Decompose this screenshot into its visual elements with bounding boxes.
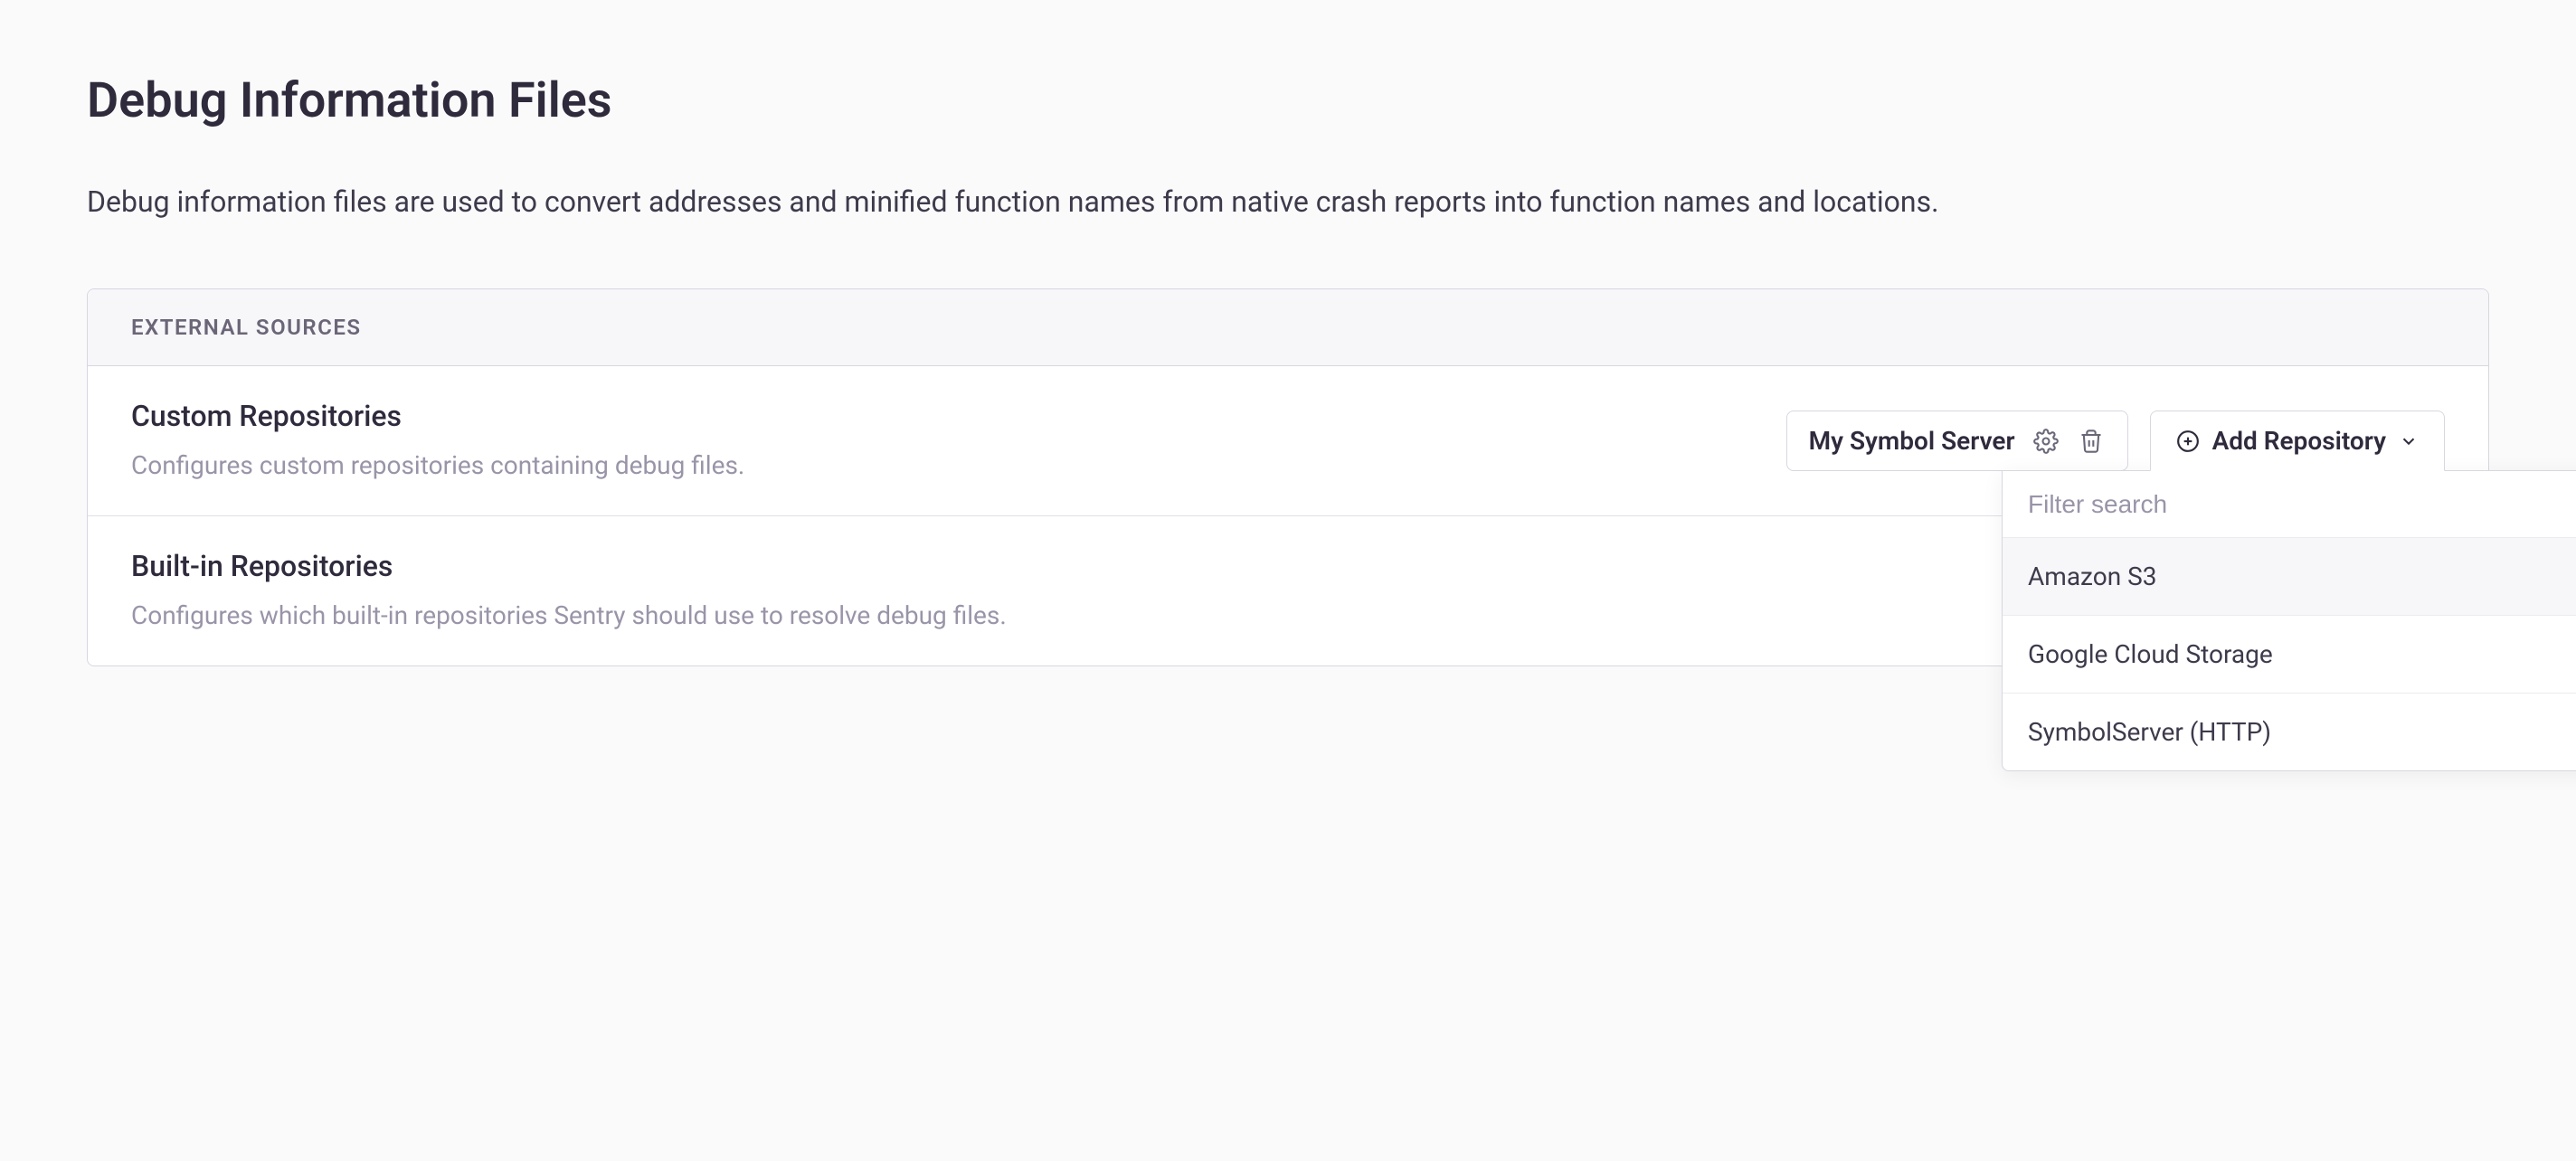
dropdown-search-wrap bbox=[2003, 471, 2576, 538]
dropdown-item-amazon-s3[interactable]: Amazon S3 bbox=[2003, 538, 2576, 616]
chevron-down-icon bbox=[2399, 431, 2419, 451]
add-repository-label: Add Repository bbox=[2212, 426, 2386, 456]
custom-repos-title: Custom Repositories bbox=[131, 399, 1786, 433]
custom-repos-subtitle: Configures custom repositories containin… bbox=[131, 448, 1217, 483]
panel-header: EXTERNAL SOURCES bbox=[88, 289, 2488, 366]
trash-icon[interactable] bbox=[2077, 427, 2106, 456]
custom-repositories-row: Custom Repositories Configures custom re… bbox=[88, 366, 2488, 516]
builtin-repos-subtitle: Configures which built-in repositories S… bbox=[131, 598, 1217, 633]
dropdown-item-symbolserver[interactable]: SymbolServer (HTTP) bbox=[2003, 694, 2576, 770]
filter-search-input[interactable] bbox=[2028, 490, 2576, 519]
page-description: Debug information files are used to conv… bbox=[87, 180, 2258, 223]
external-sources-panel: EXTERNAL SOURCES Custom Repositories Con… bbox=[87, 288, 2489, 666]
add-repository-dropdown: Amazon S3 Google Cloud Storage SymbolSer… bbox=[2002, 470, 2576, 771]
dropdown-item-gcs[interactable]: Google Cloud Storage bbox=[2003, 616, 2576, 694]
repo-chip: My Symbol Server bbox=[1786, 411, 2128, 471]
page-title: Debug Information Files bbox=[87, 72, 2489, 129]
add-repository-button[interactable]: Add Repository bbox=[2150, 411, 2445, 471]
gear-icon[interactable] bbox=[2031, 427, 2060, 456]
plus-circle-icon bbox=[2176, 429, 2200, 453]
builtin-repos-title: Built-in Repositories bbox=[131, 549, 2049, 583]
repo-chip-label: My Symbol Server bbox=[1809, 426, 2015, 456]
